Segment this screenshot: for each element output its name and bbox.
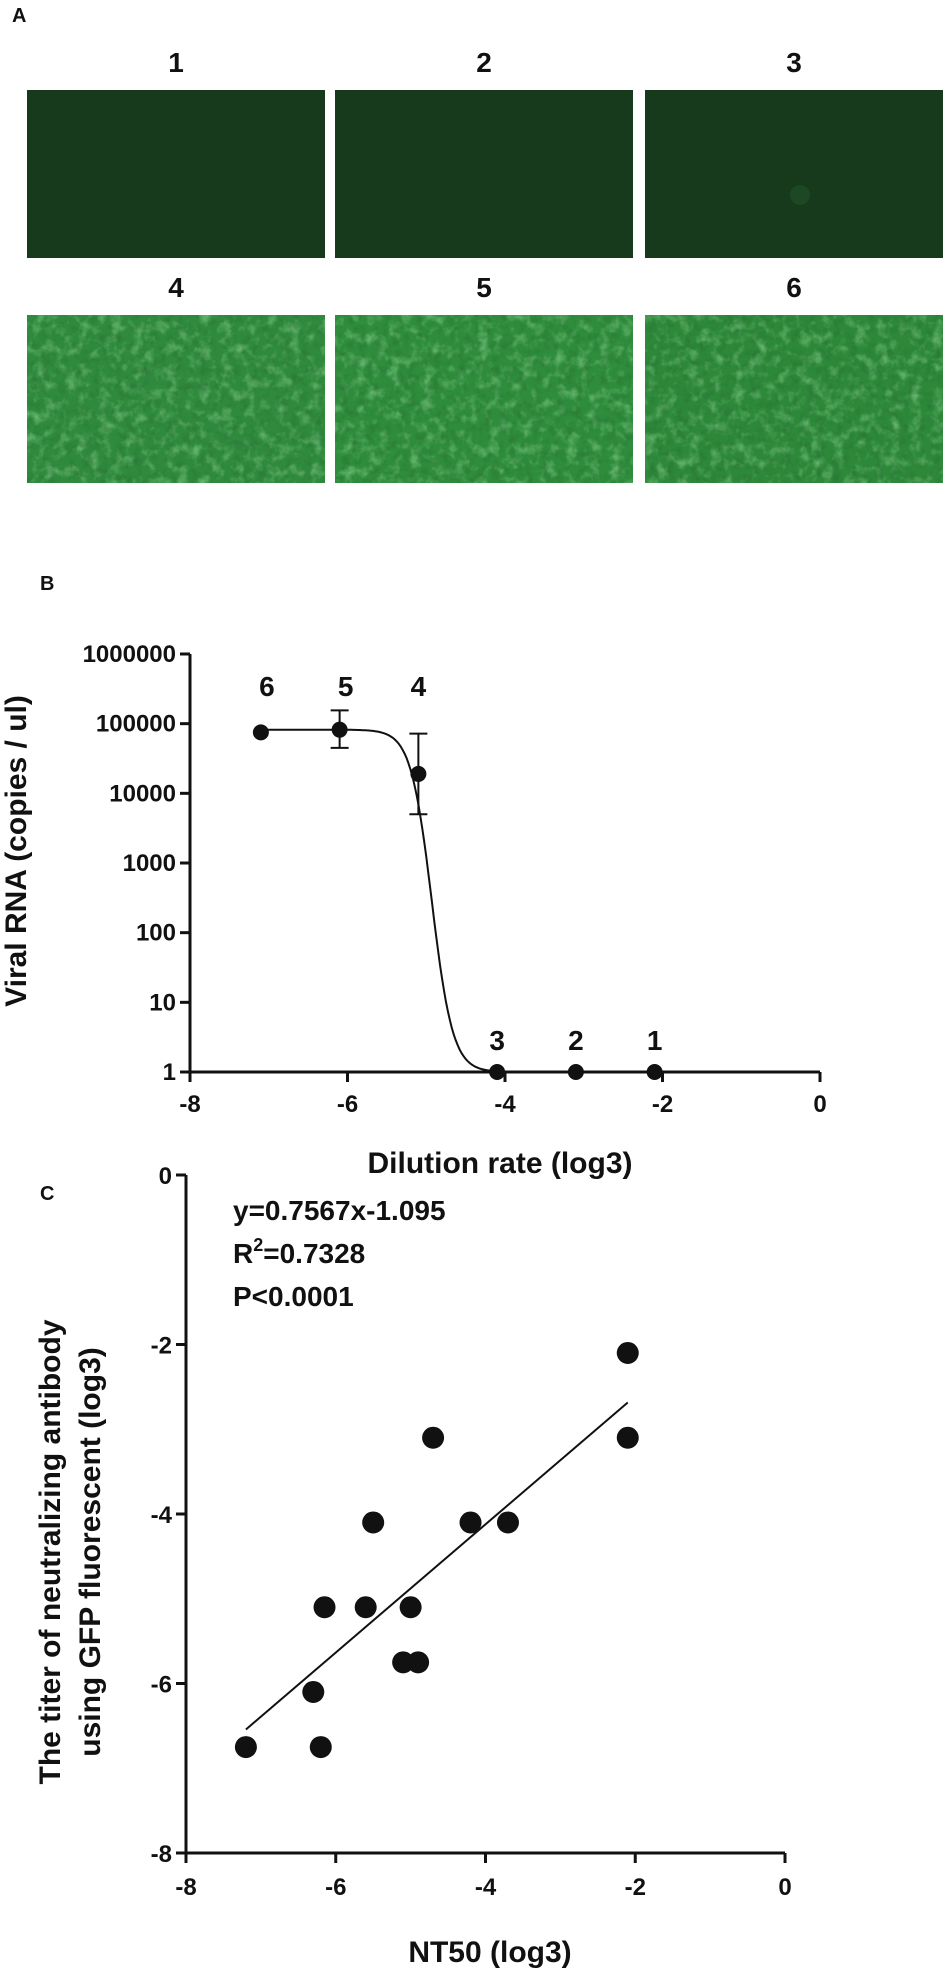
panel-c-y-axis-label-line1: The titer of neutralizing antibody bbox=[34, 1319, 67, 1784]
panel-label-c: C bbox=[40, 1183, 54, 1205]
panel-b-point-label: 3 bbox=[489, 1025, 505, 1056]
panel-b-y-tick-label: 100 bbox=[136, 920, 176, 947]
panel-b-point bbox=[646, 1064, 663, 1080]
panel-b-fit-curve bbox=[260, 728, 655, 1073]
panel-b-y-tick-label: 100000 bbox=[96, 711, 176, 738]
panel-c-chart: NT50 (log3) The titer of neutralizing an… bbox=[34, 1163, 792, 1969]
panel-b-point bbox=[331, 721, 348, 738]
panel-b-point-label: 4 bbox=[411, 671, 427, 702]
panel-c-point bbox=[313, 1596, 336, 1619]
tile-label-3: 3 bbox=[786, 47, 802, 78]
panel-c-y-tick-label: -8 bbox=[151, 1841, 172, 1868]
panel-c-x-tick-label: -8 bbox=[175, 1874, 196, 1901]
panel-b-x-tick-label: 0 bbox=[813, 1091, 826, 1118]
fluorescence-image-2 bbox=[335, 90, 633, 258]
panel-b-point-label: 2 bbox=[568, 1025, 584, 1056]
panel-c-point bbox=[362, 1511, 385, 1534]
panel-c-point bbox=[354, 1596, 377, 1619]
panel-b-chart: Dilution rate (log3) Viral RNA (copies /… bbox=[0, 641, 827, 1180]
panel-b-x-tick-label: -8 bbox=[179, 1091, 200, 1118]
fluorescence-shadow-5 bbox=[335, 315, 633, 483]
panel-b-x-axis-label: Dilution rate (log3) bbox=[368, 1147, 633, 1180]
panel-b-y-tick-label: 1 bbox=[163, 1059, 176, 1086]
tile-label-1: 1 bbox=[168, 47, 184, 78]
panel-c-y-axis-label-line2: using GFP fluorescent (log3) bbox=[74, 1347, 107, 1756]
panel-c-regression-line bbox=[245, 1401, 629, 1731]
panel-c-y-tick-label: -6 bbox=[151, 1672, 172, 1699]
panel-b-point-label: 5 bbox=[338, 671, 354, 702]
panel-b-point bbox=[252, 724, 269, 741]
panel-c-x-tick-label: -2 bbox=[625, 1874, 646, 1901]
tile-3-faint-spot bbox=[790, 185, 810, 205]
panel-b-y-tick-label: 1000000 bbox=[83, 641, 176, 668]
panel-c-y-tick-label: -4 bbox=[151, 1502, 173, 1529]
panel-c-point bbox=[459, 1511, 482, 1534]
panel-b-x-tick-label: -4 bbox=[494, 1091, 516, 1118]
panel-b-point bbox=[567, 1064, 584, 1080]
panel-b-point-label: 6 bbox=[259, 671, 275, 702]
panel-b-x-tick-label: -2 bbox=[652, 1091, 673, 1118]
panel-b-point bbox=[410, 765, 427, 782]
panel-c-x-axis-label: NT50 (log3) bbox=[408, 1936, 571, 1969]
panel-c-point bbox=[407, 1651, 430, 1674]
panel-c-y-tick-label: -2 bbox=[151, 1333, 172, 1360]
fluorescence-shadow-4 bbox=[27, 315, 325, 483]
tile-label-6: 6 bbox=[786, 272, 802, 303]
panel-c-point bbox=[234, 1736, 257, 1759]
panel-b-y-axis-label: Viral RNA (copies / ul) bbox=[0, 695, 33, 1007]
panel-b-point-label: 1 bbox=[647, 1025, 663, 1056]
tile-label-4: 4 bbox=[168, 272, 184, 303]
panel-b-x-tick-label: -6 bbox=[337, 1091, 358, 1118]
panel-b-y-tick-label: 10 bbox=[149, 989, 176, 1016]
tile-label-5: 5 bbox=[476, 272, 492, 303]
panel-c-point bbox=[616, 1341, 639, 1364]
panel-label-b: B bbox=[40, 573, 54, 595]
panel-c-x-tick-label: 0 bbox=[778, 1874, 791, 1901]
panel-c-x-tick-label: -6 bbox=[325, 1874, 346, 1901]
panel-c-x-tick-label: -4 bbox=[475, 1874, 497, 1901]
panel-b-y-tick-label: 1000 bbox=[123, 850, 176, 877]
panel-c-p-value: P<0.0001 bbox=[233, 1281, 354, 1312]
panel-a-fluorescence-grid: 1 2 3 4 5 6 bbox=[27, 47, 943, 483]
tile-label-2: 2 bbox=[476, 47, 492, 78]
panel-b-y-tick-label: 10000 bbox=[109, 780, 176, 807]
panel-c-point bbox=[309, 1736, 332, 1759]
panel-c-equation: y=0.7567x-1.095 bbox=[233, 1195, 446, 1226]
fluorescence-image-3 bbox=[645, 90, 943, 258]
panel-c-point bbox=[616, 1426, 639, 1449]
panel-c-r-squared: R2=0.7328 bbox=[233, 1235, 365, 1269]
fluorescence-image-1 bbox=[27, 90, 325, 258]
panel-label-a: A bbox=[12, 5, 26, 27]
panel-c-point bbox=[422, 1426, 445, 1449]
panel-c-point bbox=[302, 1680, 325, 1703]
fluorescence-shadow-6 bbox=[645, 315, 943, 483]
panel-b-point bbox=[489, 1064, 506, 1080]
panel-c-y-tick-label: 0 bbox=[159, 1163, 172, 1190]
panel-c-point bbox=[496, 1511, 519, 1534]
panel-c-point bbox=[399, 1596, 422, 1619]
